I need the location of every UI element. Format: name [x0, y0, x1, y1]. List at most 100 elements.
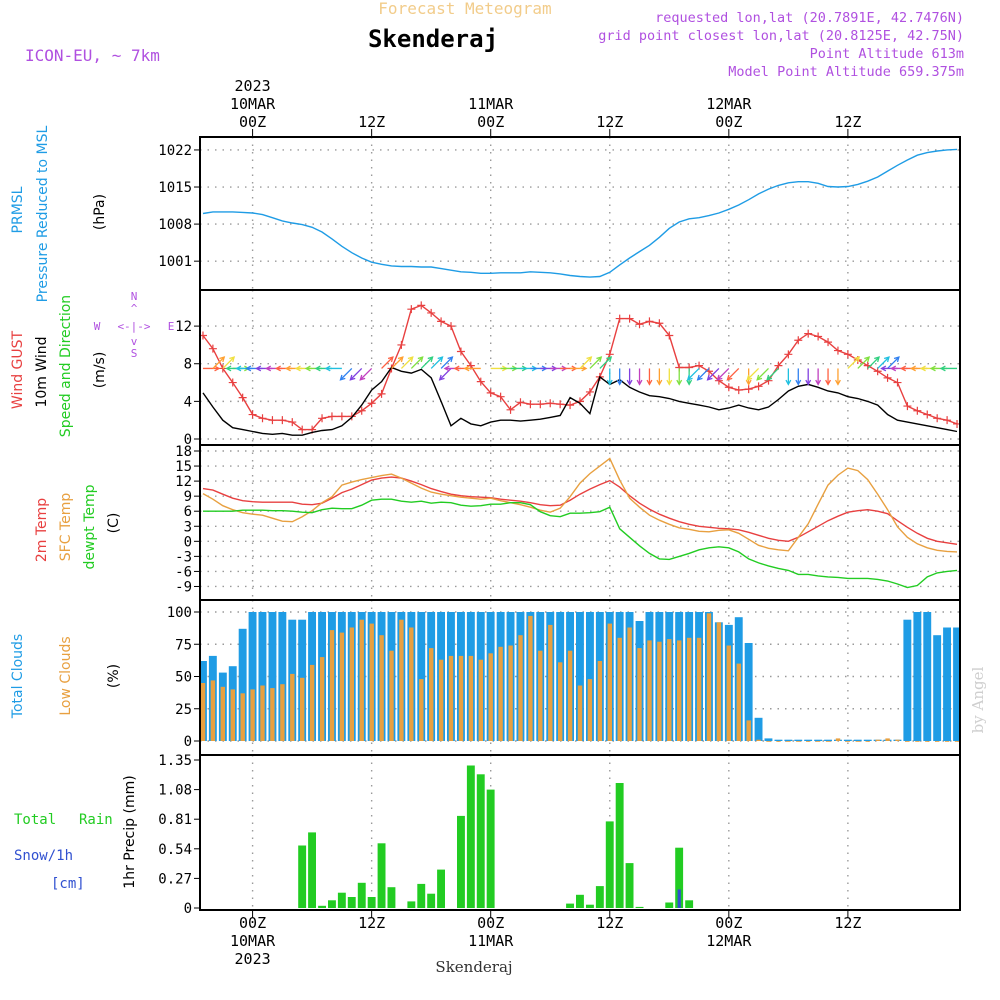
y-tick-label: 4 — [184, 394, 192, 410]
bar-a — [824, 739, 832, 741]
bar-a — [754, 717, 763, 741]
bar-a — [248, 612, 257, 741]
bar-b — [518, 635, 523, 741]
signature: by Angel — [969, 666, 987, 733]
wind-arrow-head — [919, 365, 926, 372]
bar-a — [923, 612, 932, 741]
gust-marker — [933, 414, 942, 423]
bar-a — [814, 739, 823, 741]
gust-marker — [427, 308, 436, 317]
time-label: 12MAR — [706, 932, 752, 950]
bar-b — [369, 623, 374, 741]
bar-b — [915, 741, 920, 742]
bar-b — [329, 630, 335, 741]
bar-b — [756, 739, 761, 741]
time-label: 11MAR — [468, 95, 514, 113]
wind-arrow-head — [899, 365, 907, 372]
bar-a — [744, 643, 753, 741]
gust-marker — [645, 317, 654, 326]
bar-a — [367, 897, 376, 908]
gust-marker — [298, 425, 307, 434]
time-label: 12Z — [358, 914, 385, 932]
bar-a — [357, 882, 366, 908]
gust-marker — [288, 418, 297, 427]
bar-b — [726, 645, 731, 741]
series-sfc-temp — [202, 457, 958, 553]
wind-arrow-head — [255, 365, 262, 372]
y-tick-label: 1015 — [158, 180, 192, 196]
wind-arrow-head — [225, 365, 232, 372]
bar-b — [528, 615, 533, 741]
bar-a — [853, 739, 862, 741]
time-label: 12Z — [358, 113, 385, 131]
y-tick-label: 12 — [175, 319, 192, 335]
wind-arrow — [359, 367, 373, 381]
precip-labels: Total Rain Snow/1h [cm] 1hr Precip (mm) — [14, 775, 138, 892]
wind-10m-label: 10m Wind — [34, 336, 50, 407]
low-clouds-label: Low Clouds — [58, 636, 74, 715]
gust-marker — [367, 399, 376, 408]
bar-b — [240, 693, 245, 741]
bar-b — [558, 662, 563, 741]
wind-arrow-head — [359, 374, 366, 381]
bar-a — [774, 739, 783, 741]
bar-a — [407, 901, 416, 908]
wind-arrow-head — [929, 365, 936, 372]
bar-a — [843, 739, 852, 741]
wind-arrow — [589, 356, 602, 369]
wind-arrow-head — [417, 356, 424, 363]
pressure-msl-label: Pressure Reduced to MSL — [35, 125, 51, 302]
wind-arrow — [726, 367, 740, 381]
bar-b — [399, 619, 404, 741]
wind-arrow-head — [874, 356, 881, 363]
wind-arrow-head — [235, 365, 242, 372]
bar-b — [270, 688, 275, 741]
bar-b — [508, 645, 513, 741]
bar-a — [318, 905, 326, 908]
gust-marker — [506, 405, 515, 414]
bar-b — [339, 632, 345, 741]
wind-arrow-head — [294, 365, 301, 372]
point-altitude: Point Altitude 613m — [810, 46, 964, 62]
gust-marker — [417, 301, 426, 310]
bar-a — [308, 832, 316, 908]
bar-a — [328, 900, 336, 908]
gust-marker — [496, 392, 505, 401]
bar-b — [706, 613, 712, 741]
bar-b — [885, 738, 890, 741]
wind-arrow-head — [890, 365, 897, 372]
y-tick-label: 0 — [184, 734, 192, 750]
panel-frame — [199, 136, 961, 291]
bar-b — [300, 677, 305, 741]
gust-marker — [357, 406, 366, 415]
wind-arrow-head — [626, 379, 633, 386]
wind-arrow-head — [883, 356, 890, 363]
y-tick-label: -9 — [175, 579, 192, 595]
bar-a — [764, 738, 773, 741]
bar-b — [438, 659, 444, 741]
bar-a — [675, 847, 684, 908]
bar-b — [587, 679, 593, 741]
bar-b — [448, 655, 454, 741]
series-10m-wind — [202, 366, 958, 436]
bar-b — [319, 657, 325, 741]
bar-a — [298, 845, 307, 908]
wind-arrow-head — [815, 379, 822, 386]
time-label: 12Z — [834, 113, 861, 131]
wind-arrow-head — [387, 356, 394, 363]
wind-arrow-head — [656, 379, 663, 386]
snow-unit-label: [cm] — [51, 876, 85, 892]
wind-arrow-head — [274, 365, 281, 372]
bar-b — [309, 664, 315, 741]
y-tick-label: 0 — [184, 534, 192, 550]
series-wind-gust — [202, 304, 958, 431]
wind-arrow-head — [438, 374, 445, 381]
y-tick-label: 1.35 — [158, 753, 192, 769]
bar-b — [349, 627, 354, 741]
gust-marker — [655, 319, 664, 328]
wind-arrow-head — [245, 365, 252, 372]
wind-labels: Wind GUST 10m Wind Speed and Direction (… — [10, 290, 174, 437]
compass-w: W — [94, 320, 101, 333]
time-label: 12Z — [596, 113, 623, 131]
bar-a — [943, 627, 951, 741]
